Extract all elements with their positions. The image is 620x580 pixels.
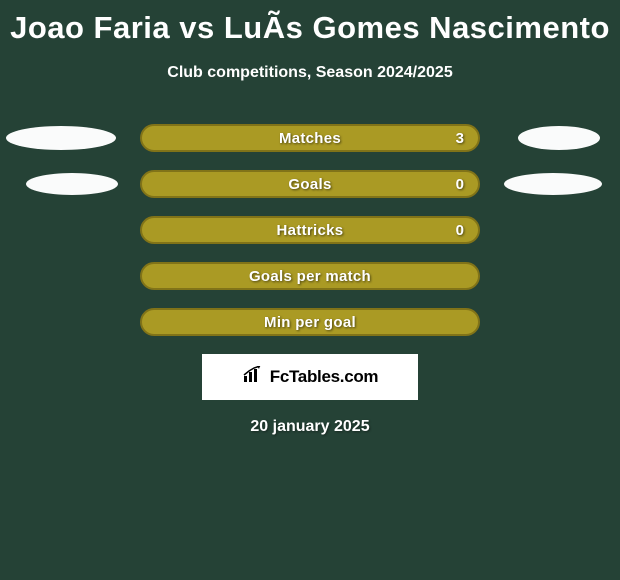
stat-value: 0	[456, 222, 464, 239]
logo: FcTables.com	[202, 354, 418, 400]
stat-row-goals: Goals 0	[0, 170, 620, 198]
left-ellipse	[6, 126, 116, 150]
stat-label: Hattricks	[277, 222, 344, 239]
stat-bar: Min per goal	[140, 308, 480, 336]
stat-value: 0	[456, 176, 464, 193]
stat-bar: Hattricks 0	[140, 216, 480, 244]
stat-bar: Goals per match	[140, 262, 480, 290]
stat-row-hattricks: Hattricks 0	[0, 216, 620, 244]
stats-rows: Matches 3 Goals 0 Hattricks 0 Goals per …	[0, 124, 620, 336]
logo-text: FcTables.com	[270, 367, 379, 387]
stat-row-goals-per-match: Goals per match	[0, 262, 620, 290]
stat-label: Matches	[279, 130, 341, 147]
right-ellipse	[504, 173, 602, 195]
stat-bar: Goals 0	[140, 170, 480, 198]
stat-bar: Matches 3	[140, 124, 480, 152]
page-title: Joao Faria vs LuÃ­s Gomes Nascimento	[10, 10, 610, 46]
stat-label: Goals	[288, 176, 331, 193]
subtitle: Club competitions, Season 2024/2025	[167, 64, 452, 82]
chart-icon	[242, 366, 264, 389]
stat-row-min-per-goal: Min per goal	[0, 308, 620, 336]
right-ellipse	[518, 126, 600, 150]
left-ellipse	[26, 173, 118, 195]
stat-label: Goals per match	[249, 268, 371, 285]
stat-row-matches: Matches 3	[0, 124, 620, 152]
stat-value: 3	[456, 130, 464, 147]
date: 20 january 2025	[250, 418, 369, 436]
stat-label: Min per goal	[264, 314, 356, 331]
